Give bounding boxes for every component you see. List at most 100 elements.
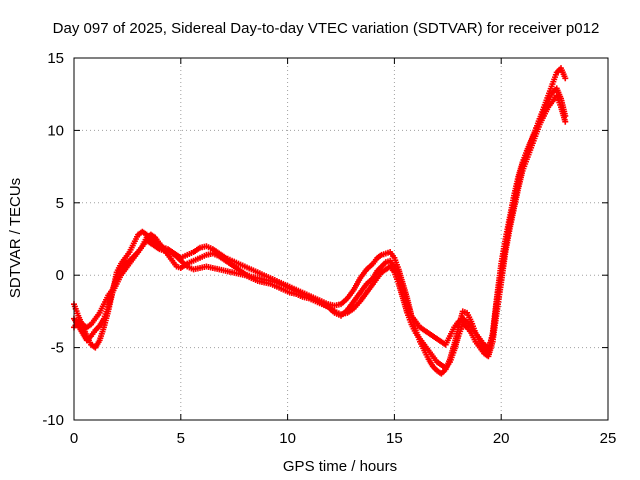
data-point-fill [308, 294, 317, 302]
data-point-fill [123, 258, 132, 266]
data-point-fill [93, 324, 102, 332]
data-point-fill [431, 364, 439, 373]
y-axis-label: SDTVAR / TECUs [7, 178, 24, 298]
data-point-fill [541, 106, 551, 117]
data-point-fill [554, 87, 564, 100]
data-point-fill [482, 346, 490, 354]
data-point-fill [80, 331, 89, 342]
data-point-fill [132, 250, 140, 258]
chart-title: Day 097 of 2025, Sidereal Day-to-day VTE… [53, 20, 600, 37]
data-point-fill [409, 314, 418, 323]
data-point-fill [533, 123, 542, 137]
data-point-fill [119, 268, 127, 277]
data-point-fill [123, 250, 132, 259]
data-point-fill [199, 263, 208, 271]
data-point-fill [461, 316, 469, 324]
data-point-fill [85, 322, 93, 330]
data-point-fill [276, 280, 285, 288]
data-point-fill [482, 351, 490, 359]
y-axis-ticks: -10 -5 0 5 10 15 [42, 50, 608, 429]
data-point-fill [537, 115, 546, 126]
data-point-fill [244, 271, 253, 279]
data-point-fill [211, 251, 221, 259]
data-point-fill [149, 232, 157, 240]
x-tick-label: 20 [493, 430, 510, 447]
data-point-fill [145, 238, 153, 246]
data-point-fill [157, 242, 166, 251]
data-point-fill [166, 253, 174, 262]
data-point-fill [473, 332, 482, 340]
data-point-fill [439, 362, 448, 370]
data-point-fill [127, 254, 136, 263]
data-point-fill [431, 355, 439, 364]
x-tick-label: 0 [70, 430, 78, 447]
data-point-fill [211, 247, 221, 256]
data-point-fill [231, 269, 240, 277]
data-point-fill [127, 242, 136, 253]
data-point-fill [205, 250, 214, 258]
data-point-fill [149, 241, 157, 249]
data-point-fill [550, 94, 559, 103]
data-point-fill [119, 256, 127, 265]
data-point-fill [186, 249, 195, 257]
data-point-fill [231, 258, 240, 266]
data-point-fill [256, 270, 265, 278]
data-point-fill [550, 86, 559, 95]
data-point-fill [482, 342, 490, 350]
x-axis-label: GPS time / hours [283, 458, 397, 475]
data-point-fill [250, 267, 259, 275]
data-point-fill [186, 258, 195, 266]
data-point-fill [179, 252, 189, 260]
data-point-fill [469, 326, 478, 335]
data-point-fill [192, 245, 202, 254]
data-point-fill [186, 264, 195, 272]
data-point-fill [314, 297, 323, 305]
data-point-fill [465, 320, 473, 329]
data-point-fill [93, 339, 102, 349]
data-point-fill [131, 233, 141, 245]
data-point-fill [371, 269, 380, 280]
data-point-fill [237, 271, 246, 278]
y-tick-label: -5 [51, 340, 64, 357]
data-point-fill [439, 367, 448, 376]
data-point-fill [524, 147, 534, 161]
data-point-fill [427, 349, 435, 358]
data-point-fill [256, 275, 265, 283]
data-point-fill [418, 325, 426, 333]
series-band-c [71, 85, 569, 351]
data-point-fill [244, 264, 253, 272]
data-point-fill [365, 262, 375, 271]
data-point-fill [375, 252, 384, 260]
data-point-fill [498, 245, 509, 276]
data-point-fill [192, 255, 201, 263]
data-point-fill [358, 282, 369, 294]
data-point-fill [392, 265, 401, 278]
data-point-fill [269, 278, 278, 285]
data-point-fill [110, 277, 119, 291]
data-point-fill [170, 251, 179, 259]
data-point-fill [114, 268, 123, 279]
data-point-fill [140, 229, 149, 237]
x-axis-ticks: 0 5 10 15 20 25 [70, 58, 616, 447]
data-point-fill [447, 349, 457, 363]
data-point-fill [473, 340, 482, 349]
data-point-fill [237, 267, 247, 276]
data-point-fill [351, 277, 363, 291]
data-point-fill [524, 141, 534, 155]
data-point-fill [217, 254, 228, 263]
data-point-fill [346, 306, 356, 315]
data-point-fill [380, 260, 388, 269]
data-point-fill [119, 262, 127, 271]
data-point-fill [72, 320, 80, 329]
data-point-fill [218, 266, 227, 274]
data-point-fill [114, 274, 123, 285]
data-point-fill [205, 263, 214, 271]
data-point-fill [528, 135, 538, 149]
data-point-fill [358, 268, 369, 280]
data-point-fill [136, 245, 144, 254]
data-point-fill [230, 263, 240, 272]
data-point-fill [211, 265, 221, 272]
gridlines [74, 58, 608, 420]
data-point-fill [435, 368, 443, 376]
data-point-fill [461, 322, 469, 330]
